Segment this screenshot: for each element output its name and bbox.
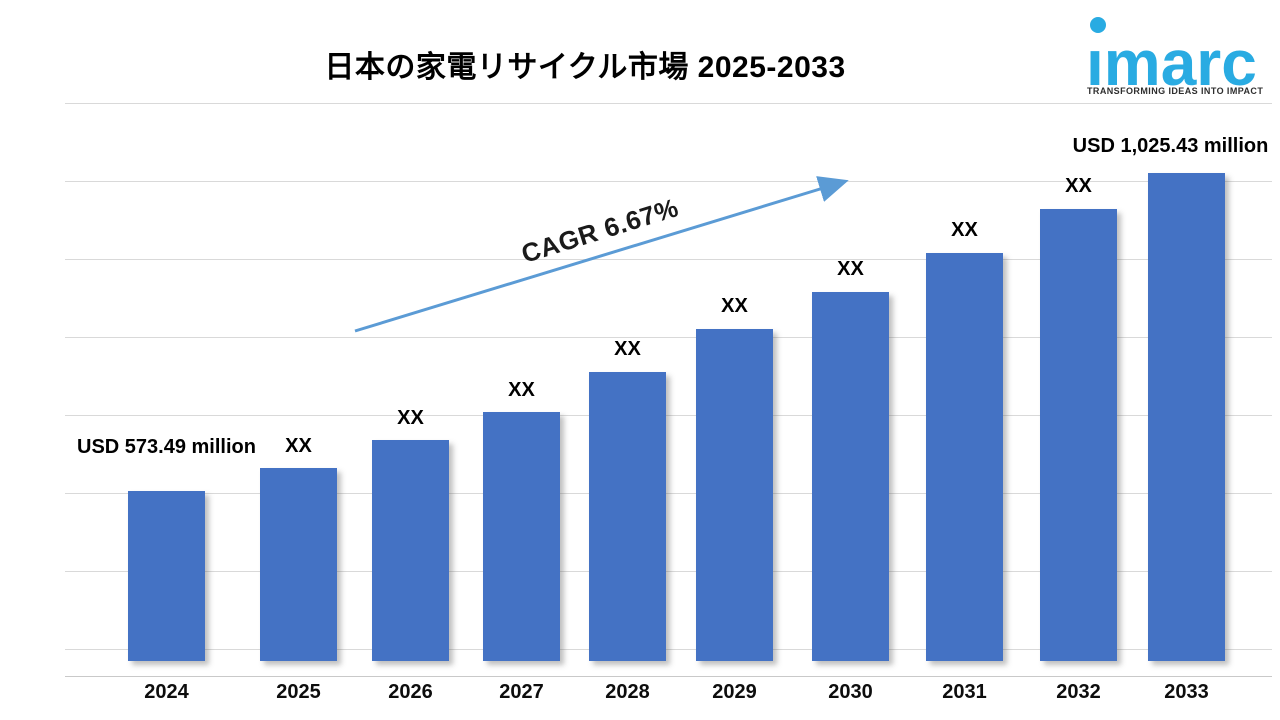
bar-2028 — [589, 372, 666, 661]
bar-group-2033: USD 1,025.43 million 2033 — [1073, 135, 1269, 703]
chart-title: 日本の家電リサイクル市場 2025-2033 — [324, 51, 846, 84]
bar-group-2031: XX 2031 — [926, 219, 1003, 703]
bar-2031 — [926, 253, 1003, 661]
value-label: XX — [1065, 175, 1092, 197]
value-label: XX — [837, 258, 864, 280]
bar-2030 — [812, 292, 889, 661]
bar-group-2026: XX 2026 — [372, 407, 449, 703]
bar-group-2024: USD 573.49 million 2024 — [77, 436, 256, 703]
value-label: XX — [951, 219, 978, 241]
gridline — [65, 649, 1272, 650]
bar-2025 — [260, 468, 337, 661]
value-label: USD 1,025.43 million — [1072, 135, 1269, 157]
x-tick-label: 2026 — [388, 681, 433, 703]
logo-dot-icon — [1090, 17, 1106, 33]
x-tick-label: 2030 — [828, 681, 873, 703]
gridline — [65, 415, 1272, 416]
value-label: XX — [721, 295, 748, 317]
value-label: XX — [614, 338, 641, 360]
gridline — [65, 571, 1272, 572]
x-tick-label: 2025 — [276, 681, 321, 703]
x-tick-label: 2024 — [144, 681, 189, 703]
x-tick-label: 2032 — [1056, 681, 1101, 703]
bar-2029 — [696, 329, 773, 661]
x-tick-label: 2028 — [605, 681, 650, 703]
bar-group-2025: XX 2025 — [260, 435, 337, 703]
x-tick-label: 2033 — [1164, 681, 1209, 703]
x-tick-label: 2029 — [712, 681, 757, 703]
bar-2027 — [483, 412, 560, 661]
x-tick-label: 2027 — [499, 681, 544, 703]
bar-2032 — [1040, 209, 1117, 661]
bar-group-2032: XX 2032 — [1040, 175, 1117, 703]
bar-group-2027: XX 2027 — [483, 379, 560, 703]
bar-group-2030: XX 2030 — [812, 258, 889, 703]
bar-2033 — [1148, 173, 1225, 661]
gridline — [65, 493, 1272, 494]
value-label: XX — [397, 407, 424, 429]
x-tick-label: 2031 — [942, 681, 987, 703]
bar-group-2029: XX 2029 — [696, 295, 773, 703]
logo-tagline: TRANSFORMING IDEAS INTO IMPACT — [1087, 86, 1264, 96]
imarc-logo: ımarc TRANSFORMING IDEAS INTO IMPACT — [1086, 14, 1276, 100]
value-label: XX — [508, 379, 535, 401]
bar-group-2028: XX 2028 — [589, 338, 666, 703]
x-axis-line — [65, 676, 1272, 677]
bar-2024 — [128, 491, 205, 661]
value-label: XX — [285, 435, 312, 457]
gridline — [65, 337, 1272, 338]
bar-2026 — [372, 440, 449, 661]
value-label: USD 573.49 million — [77, 436, 256, 458]
gridline — [65, 103, 1272, 104]
logo-brand: ımarc — [1086, 27, 1257, 99]
